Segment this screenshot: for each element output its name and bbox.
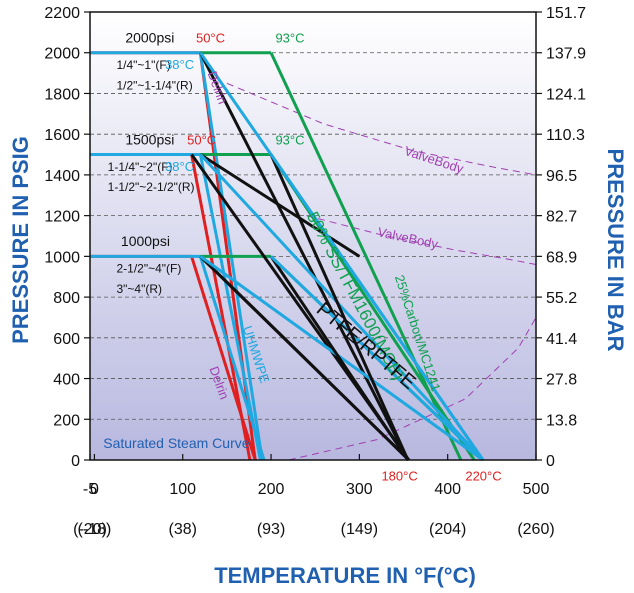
series-line (269, 255, 485, 462)
y-tick-label-right: 13.8 (546, 412, 577, 429)
y-tick-label-right: 68.9 (546, 249, 577, 266)
y-tick-label-left: 600 (53, 331, 80, 348)
annotation-label: 3"~4"(R) (116, 282, 162, 296)
x-tick-label-celsius: (38) (169, 521, 197, 538)
annotation-label: 2-1/2"~4"(F) (116, 262, 181, 276)
x-axis-title: TEMPERATURE IN °F(°C) (214, 563, 476, 588)
series-line (269, 153, 410, 461)
grid-lines (90, 52, 536, 420)
y-tick-label-right: 41.4 (546, 331, 577, 348)
valvebody-curve (226, 82, 537, 176)
series-line (199, 52, 410, 461)
y-tick-label-left: 1400 (44, 168, 80, 185)
annotation-label: 1/4"~1"(F) (116, 58, 170, 72)
x-tick-label: 0 (90, 481, 99, 498)
valvebody-curves (226, 82, 537, 461)
x-tick-label-celsius: (149) (341, 521, 378, 538)
y-tick-label-left: 1600 (44, 127, 80, 144)
plot-background (90, 12, 536, 460)
y-tick-label-right: 137.9 (546, 46, 586, 63)
y-tick-label-left: 400 (53, 372, 80, 389)
annotation-label: 50°C (196, 31, 225, 46)
annotation-label: 1000psi (121, 233, 170, 249)
x-tick-label: 300 (346, 481, 373, 498)
annotation-label: 220°C (465, 468, 501, 483)
y-tick-label-right: 82.7 (546, 209, 577, 226)
x-tick-label-celsius: (-18) (78, 521, 112, 538)
y-tick-label-right: 124.1 (546, 86, 586, 103)
x-tick-label-celsius: (204) (429, 521, 466, 538)
annotation-label: 1500psi (125, 131, 174, 147)
x-tick-label: -5 (83, 481, 97, 498)
series-lines (90, 51, 485, 462)
annotation-label: 1-1/4"~2"(F) (108, 160, 173, 174)
y-tick-label-left: 800 (53, 290, 80, 307)
x-tick-label-celsius: (-20) (73, 521, 107, 538)
y-axis-left-title: PRESSURE IN PSIG (8, 136, 33, 344)
annotation-label: 2000psi (125, 30, 174, 46)
valvebody-curve (306, 215, 537, 265)
annotation-label: 93°C (275, 132, 304, 147)
y-axis-right-title: PRESSURE IN BAR (603, 149, 628, 352)
series-line (199, 153, 361, 258)
x-axis-ticks-f: -50 100 200 300 400 500 (83, 454, 550, 498)
y-tick-label-right: 110.3 (546, 127, 585, 144)
x-tick-label: 200 (258, 481, 285, 498)
y-tick-label-right: 27.8 (546, 372, 577, 389)
y-tick-label-left: 1000 (44, 249, 80, 266)
x-tick-label: 400 (434, 481, 461, 498)
y-tick-label-right: 96.5 (546, 168, 577, 185)
annotation-label: 1/2"~1-1/4"(R) (116, 78, 192, 92)
x-tick-label: 500 (523, 481, 550, 498)
annotation-label: 93°C (275, 31, 304, 46)
y-tick-label-left: 2200 (44, 5, 80, 22)
annotation-label: 38°C (165, 159, 194, 174)
series-line (269, 153, 485, 461)
annotation-label: 1-1/2"~2-1/2"(R) (108, 180, 195, 194)
annotation-label: 50°C (187, 132, 216, 147)
y-tick-label-left: 200 (53, 412, 80, 429)
y-tick-label-right: 0 (546, 453, 555, 470)
y-axis-right-ticks: 0 13.8 27.8 41.4 55.2 68.9 82.7 96.5 110.3 124.1 1… (536, 5, 586, 470)
y-axis-left-ticks: 0 200 400 600 800 1000 1200 1400 1600 1800 2000 220… (44, 5, 90, 470)
y-tick-label-left: 0 (71, 453, 80, 470)
annotation-label: 38°C (165, 57, 194, 72)
series-line (269, 255, 410, 461)
x-tick-label: 100 (169, 481, 196, 498)
series-line (199, 153, 485, 462)
x-tick-label-celsius: (260) (517, 521, 554, 538)
y-tick-label-left: 2000 (44, 46, 80, 63)
plot-frame (89, 11, 537, 461)
y-tick-label-left: 1200 (44, 209, 80, 226)
y-tick-label-right: 55.2 (546, 290, 577, 307)
series-line (199, 255, 410, 462)
valvebody-curve (288, 317, 537, 461)
y-tick-label-left: 1800 (44, 86, 80, 103)
annotation-label: 180°C (381, 468, 417, 483)
annotation-label: Saturated Steam Curve (103, 435, 250, 451)
y-tick-label-right: 151.7 (546, 5, 586, 22)
series-line (199, 255, 484, 462)
x-axis-ticks-c: (-20)(-18) (38) (93) (149) (204) (260) (73, 521, 555, 538)
x-tick-label-celsius: (93) (257, 521, 285, 538)
